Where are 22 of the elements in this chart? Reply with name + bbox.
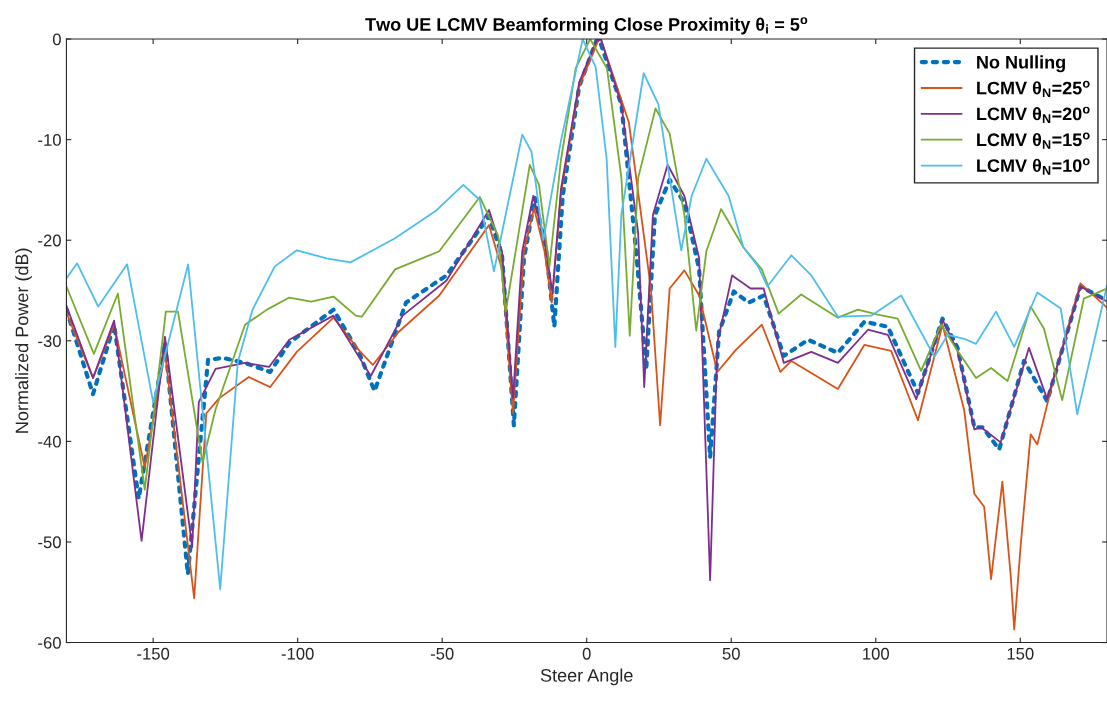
legend-label: LCMV θ$_{N}$=20$^{o}$ <box>977 106 1090 123</box>
y-tick-label: -50 <box>38 536 61 549</box>
legend-label: LCMV θ$_{N}$=15$^{o}$ <box>977 132 1090 149</box>
y-tick-label: -20 <box>38 234 61 247</box>
y-tick-label: -60 <box>38 636 61 649</box>
x-tick-label: -100 <box>281 647 314 660</box>
y-tick-label: -10 <box>38 134 61 146</box>
x-tick-label: 150 <box>1007 647 1034 660</box>
legend-label: LCMV θ$_{N}$=25$^{o}$ <box>977 80 1090 98</box>
legend-label: No Nulling <box>977 55 1065 73</box>
x-axis-title: Steer Angle <box>540 668 633 686</box>
chart-title: Two UE LCMV Beamforming Close Proximity θ$_{i}$ = 5$^{o}$ <box>365 17 808 35</box>
y-tick-label: 0 <box>52 33 61 46</box>
x-tick-label: 50 <box>722 647 740 660</box>
y-tick-label: -30 <box>38 335 61 347</box>
x-tick-label: 100 <box>863 647 890 660</box>
x-tick-label: -50 <box>430 647 454 660</box>
y-tick-label: -40 <box>38 435 61 448</box>
x-tick-label: 0 <box>582 647 591 660</box>
x-tick-label: -150 <box>137 647 170 660</box>
legend-label: LCMV θ$_{N}$=10$^{o}$ <box>977 158 1090 175</box>
y-axis-title: Normalized Power (dB) <box>15 248 32 433</box>
